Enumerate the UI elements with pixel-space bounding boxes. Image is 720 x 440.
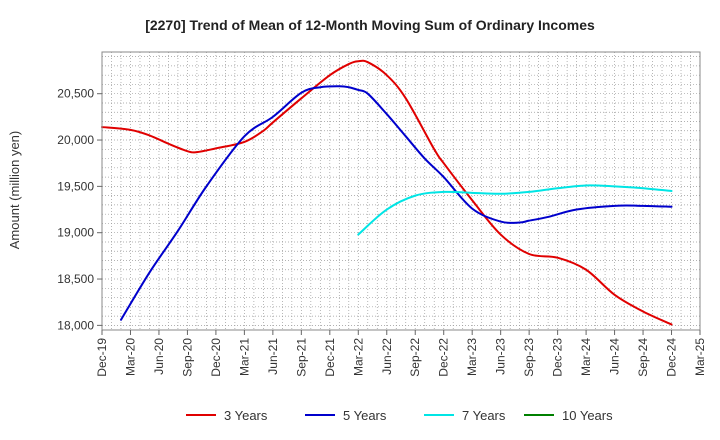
x-tick-label: Jun-24 [608,338,622,375]
y-tick-label: 20,500 [57,87,94,101]
series-lines [101,59,673,326]
y-tick-label: 20,000 [57,133,94,147]
x-tick-label: Dec-20 [209,338,223,377]
legend-label-3-years: 3 Years [224,408,268,423]
x-tick-label: Mar-23 [465,338,479,376]
x-tick-label: Dec-24 [665,338,679,377]
x-tick-label: Jun-21 [266,338,280,375]
x-tick-label: Mar-21 [237,338,251,376]
y-axis-ticks: 18,000 18,500 19,000 19,500 20,000 20,500 [57,87,102,332]
legend-label-7-years: 7 Years [462,408,506,423]
x-tick-label: Jun-20 [152,338,166,375]
x-tick-label: Jun-22 [380,338,394,375]
x-tick-label: Dec-19 [95,338,109,377]
y-tick-label: 18,500 [57,272,94,286]
x-tick-label: Sep-20 [180,338,194,377]
plot-area [101,51,701,331]
x-tick-label: Sep-23 [522,338,536,377]
x-tick-label: Sep-24 [636,338,650,377]
y-tick-label: 18,000 [57,318,94,332]
x-tick-label: Mar-20 [123,338,137,376]
x-tick-label: Sep-21 [294,338,308,377]
x-tick-label: Mar-22 [351,338,365,376]
chart-title: [2270] Trend of Mean of 12-Month Moving … [145,17,595,33]
legend-label-5-years: 5 Years [343,408,387,423]
y-tick-label: 19,500 [57,179,94,193]
x-tick-label: Mar-24 [579,338,593,376]
series-line-3-years [101,59,673,326]
legend-label-10-years: 10 Years [562,408,613,423]
x-axis-ticks: Dec-19 Mar-20 Jun-20 Sep-20 Dec-20 Mar-21 Jun-… [95,330,707,377]
series-line-7-years [357,184,673,236]
legend: 3 Years 5 Years 7 Years 10 Years [186,408,613,423]
y-tick-label: 19,000 [57,226,94,240]
grid [102,52,700,330]
x-tick-label: Dec-22 [437,338,451,377]
x-tick-label: Dec-23 [551,338,565,377]
series-line-5-years [119,85,673,321]
x-tick-label: Jun-23 [494,338,508,375]
y-axis-title: Amount (million yen) [7,131,22,250]
x-tick-label: Dec-21 [323,338,337,377]
x-tick-label: Sep-22 [408,338,422,377]
x-tick-label: Mar-25 [693,338,707,376]
